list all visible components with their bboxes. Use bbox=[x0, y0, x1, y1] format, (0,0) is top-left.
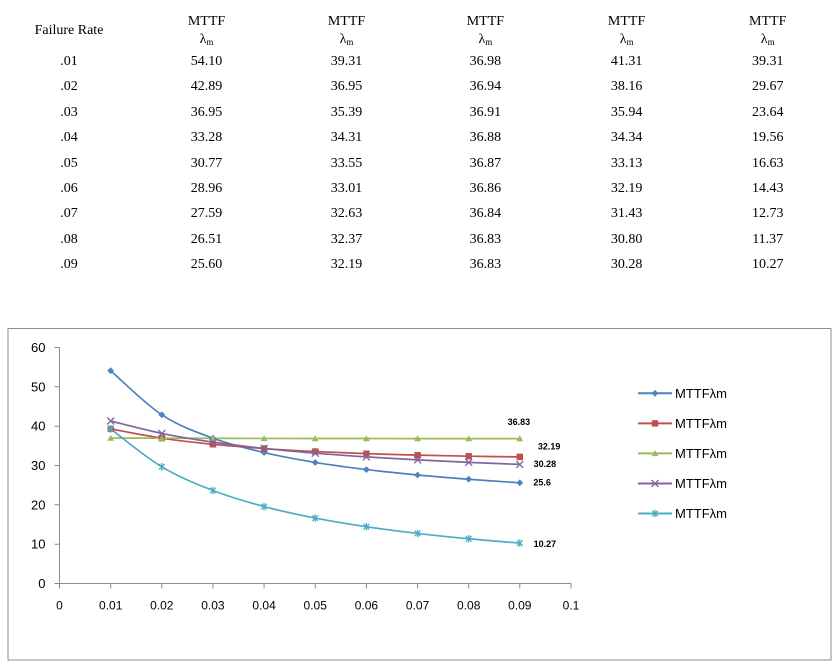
svg-text:MTTFλm: MTTFλm bbox=[675, 506, 727, 521]
svg-text:60: 60 bbox=[31, 340, 45, 355]
svg-text:10: 10 bbox=[31, 537, 45, 552]
svg-text:MTTFλm: MTTFλm bbox=[675, 386, 727, 401]
svg-text:36.83: 36.83 bbox=[508, 417, 531, 427]
svg-text:0: 0 bbox=[56, 599, 63, 613]
svg-text:0.04: 0.04 bbox=[252, 599, 276, 613]
svg-text:0: 0 bbox=[38, 576, 45, 591]
svg-text:0.06: 0.06 bbox=[355, 599, 379, 613]
svg-text:40: 40 bbox=[31, 419, 45, 434]
svg-text:0.02: 0.02 bbox=[150, 599, 174, 613]
svg-text:25.6: 25.6 bbox=[533, 478, 551, 488]
svg-text:20: 20 bbox=[31, 497, 45, 512]
svg-text:30: 30 bbox=[31, 458, 45, 473]
svg-text:0.1: 0.1 bbox=[563, 599, 580, 613]
svg-text:0.01: 0.01 bbox=[99, 599, 123, 613]
svg-text:0.09: 0.09 bbox=[508, 599, 532, 613]
svg-text:MTTFλm: MTTFλm bbox=[675, 446, 727, 461]
svg-text:0.07: 0.07 bbox=[406, 599, 430, 613]
svg-text:0.05: 0.05 bbox=[304, 599, 328, 613]
svg-text:32.19: 32.19 bbox=[538, 442, 561, 452]
svg-text:30.28: 30.28 bbox=[534, 459, 557, 469]
svg-text:0.08: 0.08 bbox=[457, 599, 481, 613]
svg-text:10.27: 10.27 bbox=[534, 539, 557, 549]
svg-text:MTTFλm: MTTFλm bbox=[675, 476, 727, 491]
svg-text:MTTFλm: MTTFλm bbox=[675, 416, 727, 431]
svg-text:0.03: 0.03 bbox=[201, 599, 225, 613]
svg-text:50: 50 bbox=[31, 379, 45, 394]
